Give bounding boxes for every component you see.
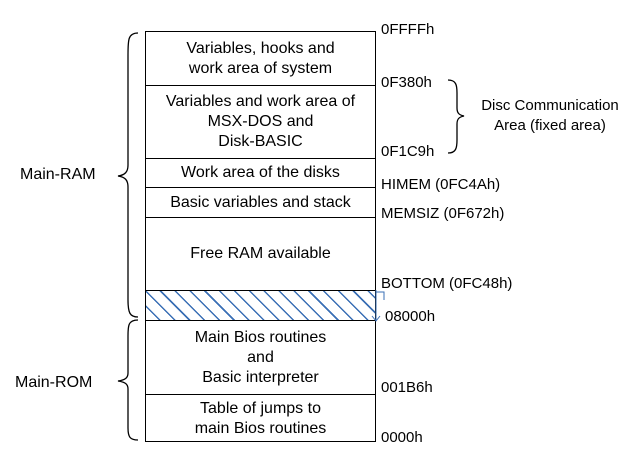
brace-main-ram xyxy=(117,32,139,318)
label-main-ram: Main-RAM xyxy=(20,166,96,183)
label-main-rom: Main-ROM xyxy=(15,374,93,391)
block-hatched xyxy=(146,290,375,320)
memory-map: Variables, hooks and work area of system… xyxy=(145,31,376,442)
addr-0ffffh: 0FFFFh xyxy=(381,21,435,38)
label-disc-communication: Disc Communication Area (fixed area) xyxy=(481,97,619,134)
addr-08000h: 08000h xyxy=(385,308,436,325)
block-basic-vars: Basic variables and stack xyxy=(146,187,375,217)
brace-main-rom xyxy=(117,319,139,441)
addr-himem: HIMEM (0FC4Ah) xyxy=(381,176,501,193)
addr-0f1c9h: 0F1C9h xyxy=(381,143,435,160)
addr-0f380h: 0F380h xyxy=(381,74,432,91)
block-jump-table: Table of jumps to main Bios routines xyxy=(146,394,375,443)
block-system-vars: Variables, hooks and work area of system xyxy=(186,39,335,77)
addr-001b6h: 001B6h xyxy=(381,379,433,396)
addr-0000h: 0000h xyxy=(381,429,423,446)
bottom-pointer xyxy=(371,290,385,322)
block-msxdos-vars: Variables and work area of MSX-DOS and D… xyxy=(146,85,375,158)
addr-memsiz: MEMSIZ (0F672h) xyxy=(381,205,505,222)
block-disk-work: Work area of the disks xyxy=(146,158,375,187)
addr-bottom: BOTTOM (0FC48h) xyxy=(381,275,513,292)
block-free-ram: Free RAM available xyxy=(146,217,375,290)
block-bios-routines: Main Bios routines and Basic interpreter xyxy=(146,320,375,394)
brace-disc-area xyxy=(447,79,465,154)
